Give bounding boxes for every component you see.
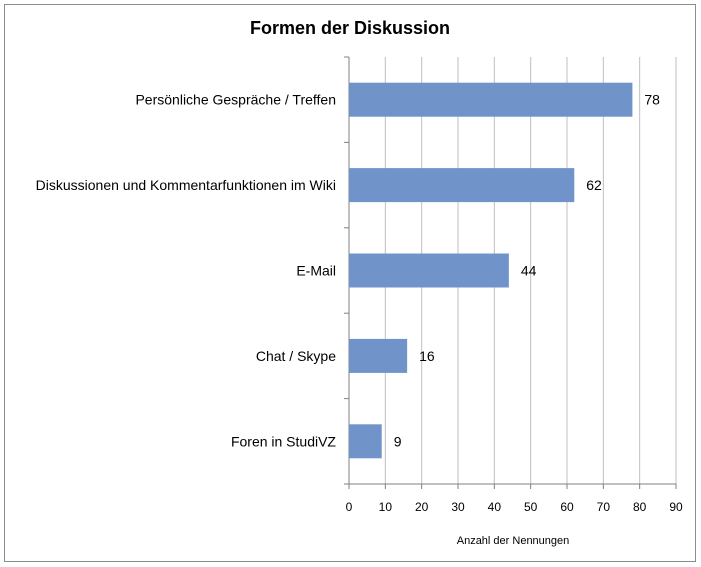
chart-title: Formen der Diskussion [250, 18, 450, 38]
category-labels: Persönliche Gespräche / Treffen Diskussio… [36, 92, 337, 450]
value-label: 78 [644, 92, 660, 108]
x-tick-label: 10 [379, 500, 393, 514]
x-tick-label: 80 [633, 500, 647, 514]
value-label: 62 [586, 177, 602, 193]
x-tick-label: 30 [451, 500, 465, 514]
bar [349, 424, 382, 459]
value-label: 9 [394, 433, 402, 449]
category-label: E-Mail [296, 263, 336, 279]
x-tick-label: 50 [524, 500, 538, 514]
value-label: 16 [419, 348, 435, 364]
x-tick-label: 20 [415, 500, 429, 514]
x-tick-labels: 0 10 20 30 40 50 60 70 80 90 [346, 500, 683, 514]
bar [349, 82, 633, 117]
category-label: Persönliche Gespräche / Treffen [135, 92, 336, 108]
value-label: 44 [521, 263, 537, 279]
category-label: Foren in StudiVZ [231, 433, 336, 449]
bar [349, 253, 509, 288]
x-tick-label: 90 [669, 500, 683, 514]
x-tick-label: 40 [488, 500, 502, 514]
x-tick-label: 70 [597, 500, 611, 514]
bar [349, 168, 575, 203]
value-labels: 78 62 44 16 9 [394, 92, 660, 450]
bar [349, 338, 408, 373]
x-tick-label: 0 [346, 500, 353, 514]
gridlines [384, 57, 677, 484]
category-label: Chat / Skype [256, 348, 336, 364]
bars [349, 82, 633, 459]
category-label: Diskussionen und Kommentarfunktionen im … [36, 177, 336, 193]
x-tick-label: 60 [560, 500, 574, 514]
x-axis-label: Anzahl der Nennungen [457, 535, 570, 547]
